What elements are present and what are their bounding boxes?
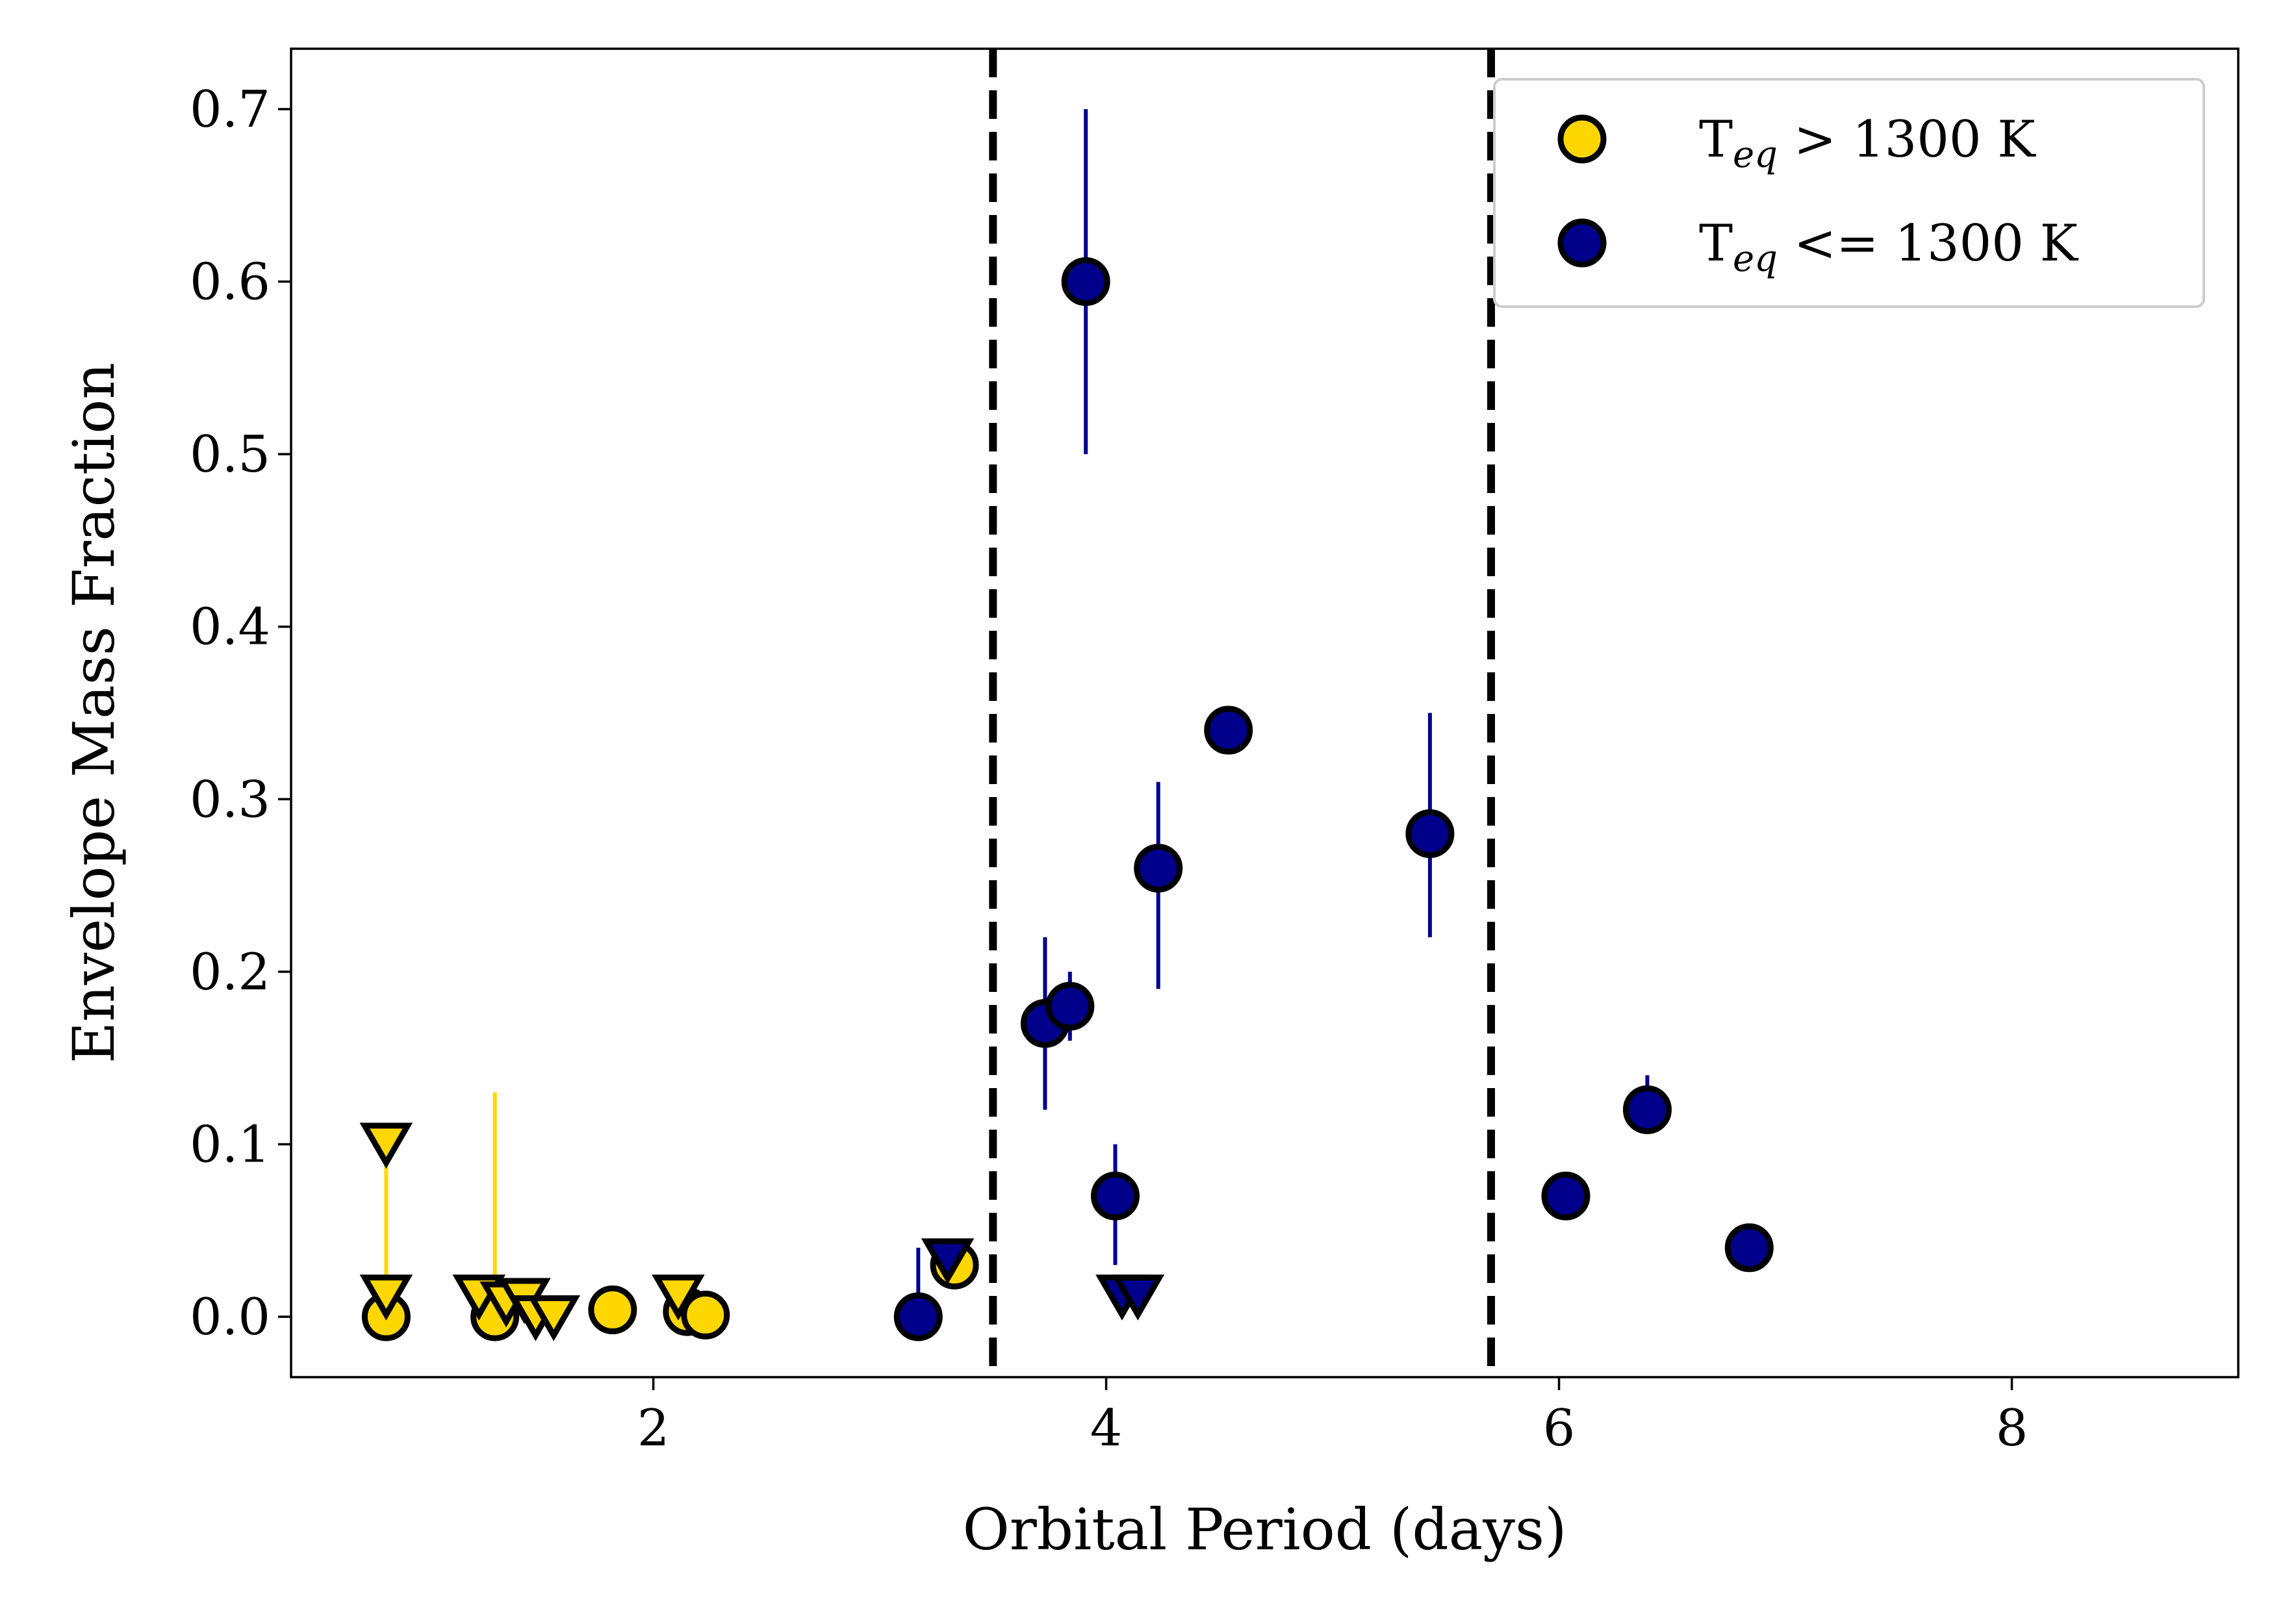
x-axis-title: Orbital Period (days) xyxy=(963,1496,1567,1563)
reference-lines xyxy=(989,49,1495,1377)
data-points xyxy=(359,257,1774,1341)
y-tick-label: 0.1 xyxy=(190,1115,270,1174)
data-point xyxy=(1724,1223,1774,1273)
data-point xyxy=(1045,982,1095,1031)
data-point xyxy=(1622,1085,1672,1134)
x-tick-label: 8 xyxy=(1996,1399,2028,1458)
upper-limit-marker xyxy=(359,1123,413,1169)
data-point xyxy=(893,1292,943,1341)
data-point xyxy=(1134,844,1183,893)
upper-limit-marker xyxy=(921,1238,975,1284)
data-point xyxy=(1541,1171,1591,1221)
data-point xyxy=(1405,809,1455,858)
data-point xyxy=(1204,705,1253,755)
legend: Teq > 1300 K Teq <= 1300 K xyxy=(1493,78,2205,308)
x-tick-label: 4 xyxy=(1090,1399,1123,1458)
y-tick-label: 0.0 xyxy=(190,1288,270,1347)
y-tick-label: 0.3 xyxy=(190,770,270,829)
upper-limit-marker xyxy=(652,1275,705,1321)
legend-label: Teq > 1300 K xyxy=(1699,110,2036,176)
upper-limit-marker xyxy=(1111,1275,1165,1321)
y-axis: 0.0 0.1 0.2 0.3 0.4 0.5 0.6 0.7 xyxy=(190,81,291,1347)
y-axis-title: Envelope Mass Fraction xyxy=(60,362,127,1063)
legend-marker xyxy=(1557,218,1607,268)
legend-box xyxy=(1493,78,2205,308)
data-point xyxy=(1090,1171,1140,1221)
data-point xyxy=(1061,257,1110,307)
x-axis: 2 4 6 8 xyxy=(637,1377,2028,1458)
plot-area-frame xyxy=(290,47,2240,1378)
y-tick-label: 0.7 xyxy=(190,81,270,139)
y-tick-label: 0.5 xyxy=(190,425,270,484)
legend-marker xyxy=(1557,114,1607,164)
x-tick-label: 2 xyxy=(637,1399,670,1458)
data-point xyxy=(681,1290,730,1339)
upper-limit-marker xyxy=(359,1275,413,1321)
x-tick-label: 6 xyxy=(1543,1399,1576,1458)
legend-label: Teq <= 1300 K xyxy=(1699,214,2079,280)
y-tick-label: 0.6 xyxy=(190,253,270,312)
upper-limit-marker xyxy=(527,1295,581,1341)
data-point xyxy=(588,1285,637,1334)
y-tick-label: 0.4 xyxy=(190,598,270,657)
y-tick-label: 0.2 xyxy=(190,943,270,1002)
